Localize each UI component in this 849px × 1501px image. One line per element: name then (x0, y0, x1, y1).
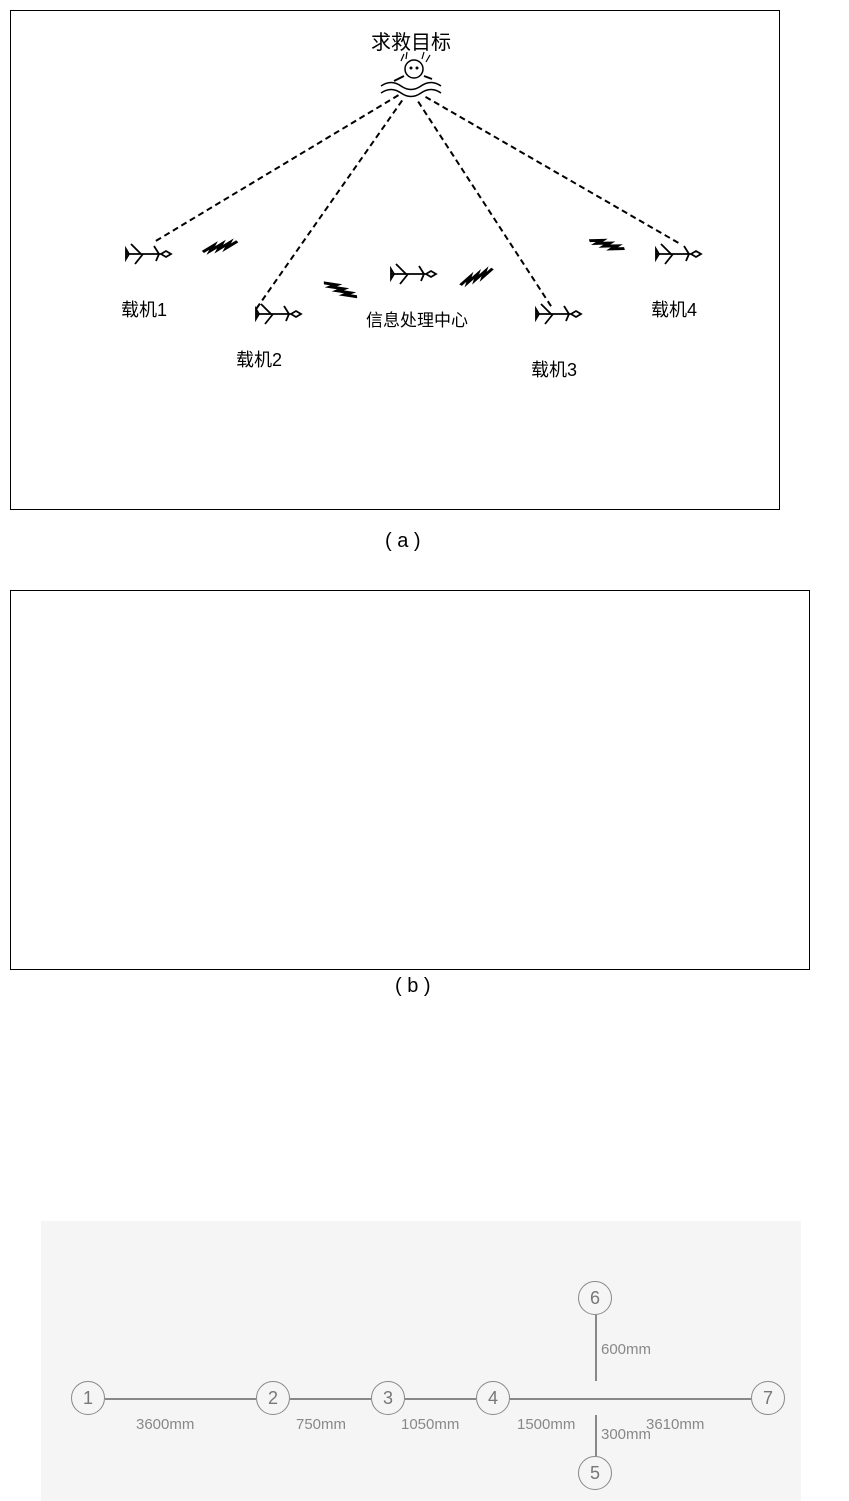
swimmer-icon (376, 51, 446, 101)
figure-b-frame: 12345673600mm750mm1050mm1500mm3610mm600m… (10, 590, 810, 970)
plane-3-label: 载机3 (531, 356, 577, 382)
distance-label: 750mm (296, 1416, 346, 1433)
plane-1-icon (121, 236, 176, 271)
node-3: 3 (371, 1381, 405, 1415)
chart-area: 1 2 3 4 5 6 7 3600mm 750mm 1050mm 1500mm 3610mm 600m… (41, 1221, 801, 1501)
h-edge (510, 1398, 751, 1400)
signal-bolt-icon (198, 232, 244, 268)
h-edge (290, 1398, 371, 1400)
plane-center-label: 信息处理中心 (366, 306, 468, 331)
plane-1-label: 载机1 (121, 296, 167, 322)
plane-2-label: 载机2 (236, 346, 282, 372)
distance-label: 1500mm (517, 1416, 575, 1433)
plane-center-icon (386, 256, 441, 291)
node-5: 5 (578, 1456, 612, 1490)
plane-4-icon (651, 236, 706, 271)
plane-3-icon (531, 296, 586, 331)
node-1: 1 (71, 1381, 105, 1415)
dashed-line (155, 94, 399, 241)
signal-bolt-icon (454, 259, 501, 300)
node-2: 2 (256, 1381, 290, 1415)
h-edge (405, 1398, 476, 1400)
node-6: 6 (578, 1281, 612, 1315)
plane-4-label: 载机4 (651, 296, 697, 322)
plane-2-icon (251, 296, 306, 331)
distance-label: 3610mm (646, 1416, 704, 1433)
node-7: 7 (751, 1381, 785, 1415)
figure-a-sublabel: ( a ) (385, 530, 421, 553)
node-4: 4 (476, 1381, 510, 1415)
distance-label: 600mm (601, 1341, 651, 1358)
distance-label: 3600mm (136, 1416, 194, 1433)
signal-bolt-icon (583, 230, 629, 266)
figure-b-sublabel: ( b ) (395, 975, 431, 998)
distance-label: 300mm (601, 1426, 651, 1443)
h-edge (105, 1398, 256, 1400)
signal-bolt-icon (315, 272, 362, 313)
v-edge (595, 1415, 597, 1456)
distance-label: 1050mm (401, 1416, 459, 1433)
v-edge (595, 1315, 597, 1381)
figure-a-frame: 求救目标 载机1 载机2 载机3 载机4 信息处理中心 (10, 10, 780, 510)
